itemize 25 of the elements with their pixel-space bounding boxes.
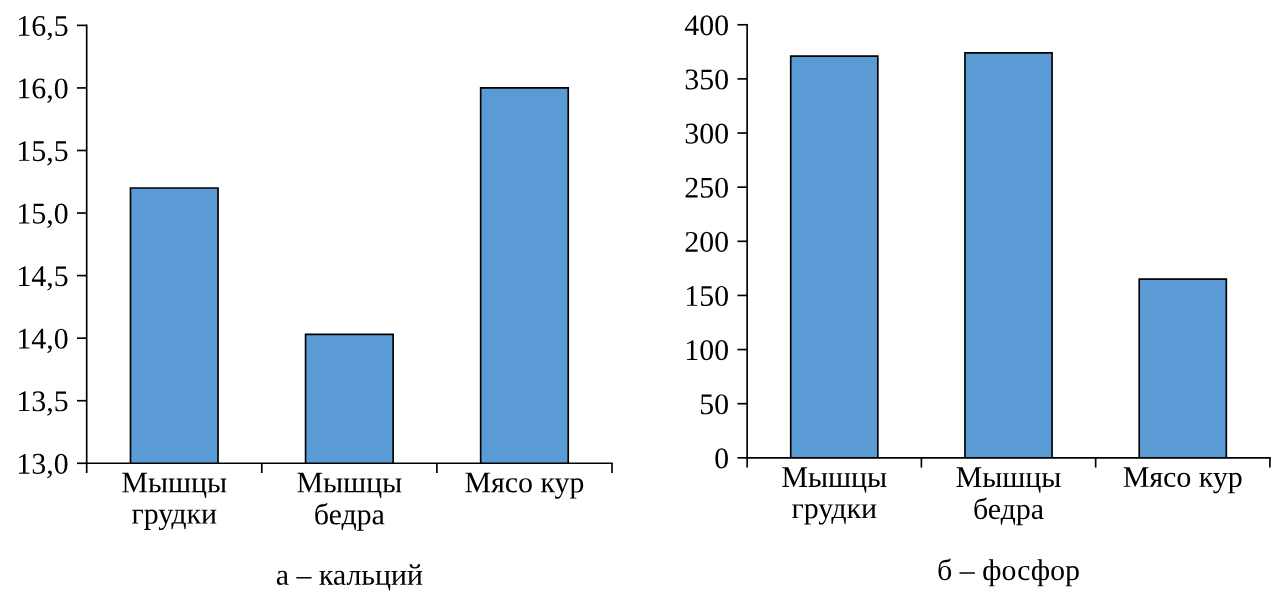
y-tick-label: 15,0 xyxy=(19,203,68,228)
y-tick-label: 14,0 xyxy=(19,328,68,354)
y-tick-label: 200 xyxy=(685,231,728,252)
y-tick-label: 250 xyxy=(685,177,728,198)
x-tick-label: Мышцы грудки xyxy=(782,467,887,525)
y-tick-label: 16,5 xyxy=(19,15,68,41)
y-tick-label: 400 xyxy=(684,15,728,36)
x-tick-label: Мясо кур xyxy=(465,472,584,499)
x-tick-label: Мышцы бедра xyxy=(297,472,402,531)
y-tick-label: 100 xyxy=(686,340,728,361)
x-tick-label: Мышцы грудки xyxy=(122,472,227,530)
x-axis-title: б – фосфор xyxy=(938,558,1079,587)
x-tick-label: Мышцы бедра xyxy=(956,467,1061,526)
y-tick-label: 350 xyxy=(685,69,728,90)
y-tick-label: 13,0 xyxy=(19,453,68,479)
y-tick-label: 13,5 xyxy=(19,391,68,416)
y-tick-label: 300 xyxy=(685,123,728,144)
y-tick-label: 14,5 xyxy=(19,266,68,291)
y-tick-label: 150 xyxy=(686,285,728,307)
y-tick-label: 15,5 xyxy=(19,141,68,166)
x-tick-label: Мясо кур xyxy=(1123,467,1242,494)
y-tick-label: 16,0 xyxy=(19,78,68,103)
y-tick-label: 0 xyxy=(715,448,728,469)
x-axis-title: а – кальций xyxy=(276,564,423,591)
y-tick-label: 50 xyxy=(700,394,728,415)
